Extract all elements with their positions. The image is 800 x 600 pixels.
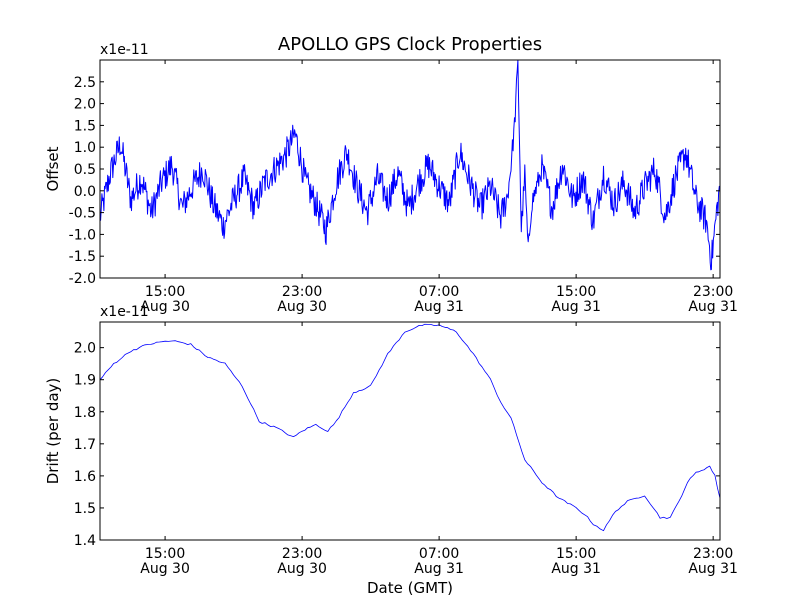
offset-xtick-date-label: Aug 31 — [414, 299, 464, 315]
drift-xtick-time-label: 15:00 — [556, 546, 596, 562]
drift-plot-area — [100, 322, 720, 540]
offset-xtick-date-label: Aug 30 — [277, 299, 327, 315]
offset-xtick-time-label: 23:00 — [693, 284, 733, 300]
drift-y-axis-label: Drift (per day) — [44, 378, 62, 485]
drift-ytick-label: 1.6 — [74, 469, 96, 485]
drift-y-scale-label: x1e-11 — [100, 304, 149, 320]
drift-xtick-date-label: Aug 31 — [414, 561, 464, 577]
drift-ytick-label: 2.0 — [74, 341, 96, 357]
drift-axes-frame — [99, 321, 721, 541]
drift-series-line — [99, 323, 721, 532]
drift-ytick-label: 1.9 — [74, 373, 96, 389]
drift-xtick-time-label: 07:00 — [419, 546, 459, 562]
drift-xtick-time-label: 23:00 — [693, 546, 733, 562]
offset-ytick-label: 0.0 — [74, 184, 96, 200]
drift-ytick-label: 1.5 — [74, 501, 96, 517]
drift-xtick-time-label: 23:00 — [282, 546, 322, 562]
offset-ytick-label: -1.5 — [69, 249, 96, 265]
offset-plot: -2.0-1.5-1.0-0.50.00.51.01.52.02.515:00A… — [44, 42, 738, 315]
offset-ytick-label: -0.5 — [69, 206, 96, 222]
drift-xtick-date-label: Aug 31 — [688, 561, 738, 577]
offset-xtick-date-label: Aug 31 — [688, 299, 738, 315]
offset-ytick-label: 2.5 — [74, 75, 96, 91]
offset-ytick-label: -1.0 — [69, 227, 96, 243]
drift-xtick-date-label: Aug 30 — [277, 561, 327, 577]
drift-xtick-time-label: 15:00 — [145, 546, 185, 562]
offset-ytick-label: 1.0 — [74, 140, 96, 156]
offset-series-line — [99, 59, 720, 271]
offset-ytick-label: 1.5 — [74, 118, 96, 134]
offset-y-axis-label: Offset — [44, 146, 62, 191]
offset-ytick-label: 2.0 — [74, 97, 96, 113]
drift-ytick-label: 1.8 — [74, 405, 96, 421]
offset-xtick-time-label: 23:00 — [282, 284, 322, 300]
offset-xtick-date-label: Aug 31 — [551, 299, 601, 315]
offset-xtick-time-label: 07:00 — [419, 284, 459, 300]
offset-xtick-time-label: 15:00 — [145, 284, 185, 300]
drift-ytick-label: 1.4 — [74, 533, 96, 549]
offset-xtick-time-label: 15:00 — [556, 284, 596, 300]
offset-ytick-label: 0.5 — [74, 162, 96, 178]
offset-plot-area — [100, 60, 720, 278]
drift-x-axis-label: Date (GMT) — [367, 579, 453, 597]
drift-xtick-date-label: Aug 30 — [140, 561, 190, 577]
offset-xtick-date-label: Aug 30 — [140, 299, 190, 315]
drift-xtick-date-label: Aug 31 — [551, 561, 601, 577]
chart-title: APOLLO GPS Clock Properties — [278, 34, 542, 55]
offset-y-scale-label: x1e-11 — [100, 42, 149, 58]
offset-ytick-label: -2.0 — [69, 271, 96, 287]
drift-ytick-label: 1.7 — [74, 437, 96, 453]
